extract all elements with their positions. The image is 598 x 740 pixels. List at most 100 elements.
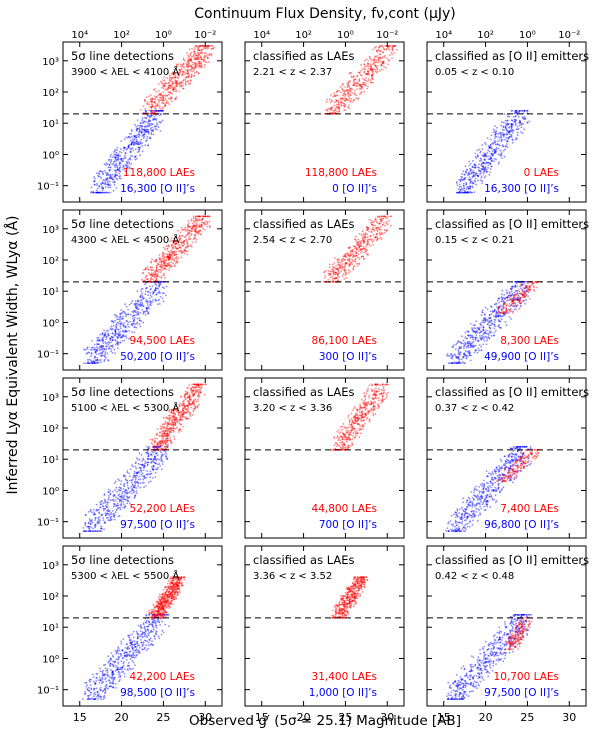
data-point (500, 134, 502, 137)
data-point (500, 300, 503, 303)
data-point (455, 343, 457, 346)
data-point (174, 76, 176, 79)
data-point (364, 234, 366, 236)
data-point (494, 316, 497, 319)
data-point (122, 333, 125, 336)
data-point (201, 218, 204, 221)
data-point (109, 176, 111, 179)
data-point (119, 164, 121, 167)
data-point (390, 224, 392, 227)
data-point (464, 341, 466, 344)
data-point (345, 256, 348, 259)
data-point (102, 342, 105, 344)
data-point (506, 299, 509, 301)
data-point (206, 47, 209, 50)
data-point (142, 134, 145, 136)
data-point (127, 145, 130, 148)
data-point (168, 84, 171, 87)
data-point (160, 451, 163, 454)
data-point (100, 500, 103, 503)
data-point (105, 335, 108, 338)
data-point (495, 158, 497, 161)
data-point (131, 141, 134, 144)
data-point (494, 140, 497, 143)
data-point (150, 129, 153, 132)
data-point (195, 70, 198, 73)
data-point (383, 66, 385, 68)
data-point (371, 63, 374, 66)
data-point (479, 179, 482, 182)
data-point (183, 252, 186, 255)
data-point (111, 490, 114, 493)
data-point (372, 234, 375, 236)
data-point (206, 45, 209, 47)
data-point (177, 257, 180, 260)
data-point (467, 186, 469, 188)
data-point (113, 150, 116, 152)
data-point (136, 128, 139, 130)
data-point (102, 517, 104, 519)
data-point (147, 455, 150, 457)
data-point (124, 170, 127, 173)
data-point (146, 302, 149, 305)
data-point (374, 64, 376, 67)
data-point (102, 173, 104, 176)
data-point (188, 222, 190, 225)
data-point (118, 320, 121, 323)
data-point (201, 51, 203, 54)
data-point (98, 184, 100, 187)
data-point (394, 45, 397, 47)
data-point (179, 231, 182, 234)
data-point (496, 126, 498, 129)
data-point (500, 124, 503, 127)
data-point (141, 132, 143, 135)
data-point (488, 334, 490, 336)
data-point (105, 342, 107, 345)
data-point (189, 60, 191, 62)
data-point (164, 88, 167, 91)
data-point (194, 51, 196, 54)
data-point (161, 109, 164, 112)
data-point (386, 57, 389, 60)
data-point (388, 219, 390, 222)
data-point (380, 215, 383, 218)
data-point (369, 69, 372, 71)
data-point (135, 140, 138, 143)
data-point (147, 461, 150, 464)
data-point (110, 348, 112, 350)
data-point (349, 87, 352, 90)
data-point (350, 75, 353, 78)
data-point (116, 490, 118, 493)
data-point (464, 178, 466, 181)
data-point (170, 78, 173, 81)
data-point (161, 109, 164, 112)
data-point (480, 158, 483, 160)
data-point (348, 104, 350, 107)
data-point (129, 490, 132, 493)
data-point (199, 230, 201, 233)
data-point (102, 354, 104, 357)
data-point (107, 491, 110, 493)
data-point (107, 512, 110, 515)
data-point (136, 143, 139, 146)
data-point (170, 252, 173, 254)
data-point (101, 170, 104, 173)
data-point (353, 83, 355, 86)
data-point (119, 483, 122, 485)
data-point (351, 76, 353, 79)
data-point (159, 295, 162, 298)
data-point (334, 273, 337, 276)
data-point (367, 80, 370, 82)
data-point (368, 230, 371, 233)
data-point (187, 54, 190, 57)
data-point (483, 331, 486, 334)
data-point (181, 70, 184, 73)
data-point (488, 314, 491, 316)
data-point (136, 134, 138, 137)
data-point (107, 488, 110, 491)
data-point (481, 154, 484, 157)
data-point (341, 87, 343, 90)
data-point (363, 90, 366, 93)
data-point (107, 184, 110, 187)
data-point (108, 184, 111, 187)
